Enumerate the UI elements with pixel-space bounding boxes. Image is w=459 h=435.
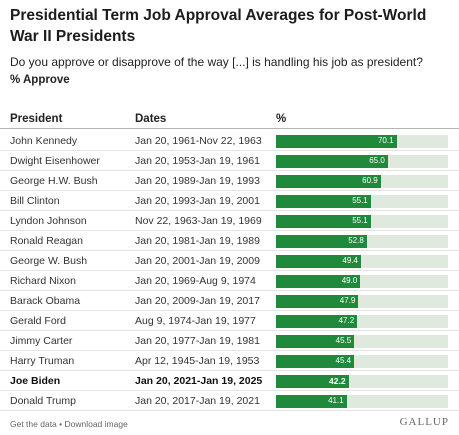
bar-value-label: 47.9 [339,296,356,305]
header-dates: Dates [135,113,167,125]
bar-value-label: 42.2 [329,376,346,386]
president-name: Dwight Eisenhower [10,155,100,167]
bar-track: 45.4 [276,355,448,368]
approval-bar: 42.2 [276,375,349,388]
gallup-logo: GALLUP [399,416,449,428]
table-row: Donald Trump Jan 20, 2017-Jan 19, 2021 41.… [0,391,459,411]
bar-track: 41.1 [276,395,448,408]
bar-track: 47.9 [276,295,448,308]
bar-value-label: 70.1 [377,136,394,145]
term-dates: Jan 20, 1953-Jan 19, 1961 [135,155,260,167]
table-row: Gerald Ford Aug 9, 1974-Jan 19, 1977 47.2 [0,311,459,331]
bar-value-label: 45.5 [335,336,352,345]
bar-track: 49.4 [276,255,448,268]
table-row: Lyndon Johnson Nov 22, 1963-Jan 19, 1969 5… [0,211,459,231]
table-row: Jimmy Carter Jan 20, 1977-Jan 19, 1981 45.… [0,331,459,351]
measure-label: % Approve [10,74,70,86]
president-name: Harry Truman [10,355,75,367]
president-name: Donald Trump [10,395,76,407]
term-dates: Jan 20, 2001-Jan 19, 2009 [135,255,260,267]
term-dates: Jan 20, 2021-Jan 19, 2025 [135,375,263,387]
term-dates: Jan 20, 1993-Jan 19, 2001 [135,195,260,207]
president-name: John Kennedy [10,135,78,147]
table-row: Barack Obama Jan 20, 2009-Jan 19, 2017 47.… [0,291,459,311]
bar-value-label: 45.4 [335,356,352,365]
bar-value-label: 47.2 [338,316,355,325]
approval-bar: 47.2 [276,315,358,328]
approval-bar: 47.9 [276,295,359,308]
bar-table: John Kennedy Jan 20, 1961-Nov 22, 1963 70.… [0,131,459,411]
bar-track: 60.9 [276,175,448,188]
approval-bar: 55.1 [276,215,371,228]
table-row: George W. Bush Jan 20, 2001-Jan 19, 2009 4… [0,251,459,271]
bar-value-label: 55.1 [352,216,368,225]
bar-value-label: 41.1 [328,396,344,405]
header-president: President [10,113,63,125]
table-row: Bill Clinton Jan 20, 1993-Jan 19, 2001 55.… [0,191,459,211]
approval-bar: 55.1 [276,195,371,208]
president-name: George W. Bush [10,255,88,267]
footer-links[interactable]: Get the data • Download image [10,419,128,429]
president-name: Lyndon Johnson [10,215,87,227]
table-row: George H.W. Bush Jan 20, 1989-Jan 19, 199… [0,171,459,191]
approval-bar: 45.5 [276,335,355,348]
president-name: Bill Clinton [10,195,60,207]
table-row: Richard Nixon Jan 20, 1969-Aug 9, 1974 49.… [0,271,459,291]
bar-value-label: 52.8 [348,236,364,245]
approval-bar: 60.9 [276,175,381,188]
table-row: Ronald Reagan Jan 20, 1981-Jan 19, 1989 52… [0,231,459,251]
bar-track: 42.2 [276,375,448,388]
approval-bar: 45.4 [276,355,355,368]
approval-bar: 49.0 [276,275,361,288]
term-dates: Jan 20, 1981-Jan 19, 1989 [135,235,260,247]
term-dates: Aug 9, 1974-Jan 19, 1977 [135,315,256,327]
table-row: Harry Truman Apr 12, 1945-Jan 19, 1953 45.… [0,351,459,371]
term-dates: Jan 20, 1961-Nov 22, 1963 [135,135,262,147]
term-dates: Jan 20, 2017-Jan 19, 2021 [135,395,260,407]
bar-value-label: 65.0 [369,156,385,165]
table-row: Joe Biden Jan 20, 2021-Jan 19, 2025 42.2 [0,371,459,391]
president-name: Ronald Reagan [10,235,83,247]
bar-track: 52.8 [276,235,448,248]
term-dates: Jan 20, 1989-Jan 19, 1993 [135,175,260,187]
chart-title: Presidential Term Job Approval Averages … [10,7,427,45]
bar-value-label: 55.1 [352,196,368,205]
table-row: Dwight Eisenhower Jan 20, 1953-Jan 19, 19… [0,151,459,171]
term-dates: Apr 12, 1945-Jan 19, 1953 [135,355,260,367]
president-name: Richard Nixon [10,275,76,287]
header-percent: % [276,113,287,125]
president-name: George H.W. Bush [10,175,98,187]
term-dates: Jan 20, 1977-Jan 19, 1981 [135,335,260,347]
president-name: Gerald Ford [10,315,67,327]
president-name: Joe Biden [10,375,61,387]
approval-bar: 65.0 [276,155,388,168]
bar-track: 45.5 [276,335,448,348]
approval-bar: 49.4 [276,255,361,268]
bar-value-label: 49.4 [342,256,358,265]
term-dates: Jan 20, 2009-Jan 19, 2017 [135,295,260,307]
approval-bar: 70.1 [276,135,397,148]
bar-track: 65.0 [276,155,448,168]
bar-track: 49.0 [276,275,448,288]
term-dates: Jan 20, 1969-Aug 9, 1974 [135,275,256,287]
approval-bar: 52.8 [276,235,367,248]
table-row: John Kennedy Jan 20, 1961-Nov 22, 1963 70.… [0,131,459,151]
president-name: Jimmy Carter [10,335,73,347]
bar-track: 70.1 [276,135,448,148]
term-dates: Nov 22, 1963-Jan 19, 1969 [135,215,262,227]
chart-subtitle: Do you approve or disapprove of the way … [10,55,423,69]
table-header: President Dates % [0,111,459,129]
president-name: Barack Obama [10,295,81,307]
bar-track: 47.2 [276,315,448,328]
bar-track: 55.1 [276,215,448,228]
bar-track: 55.1 [276,195,448,208]
bar-value-label: 49.0 [341,276,358,285]
bar-value-label: 60.9 [362,176,378,185]
approval-bar: 41.1 [276,395,347,408]
